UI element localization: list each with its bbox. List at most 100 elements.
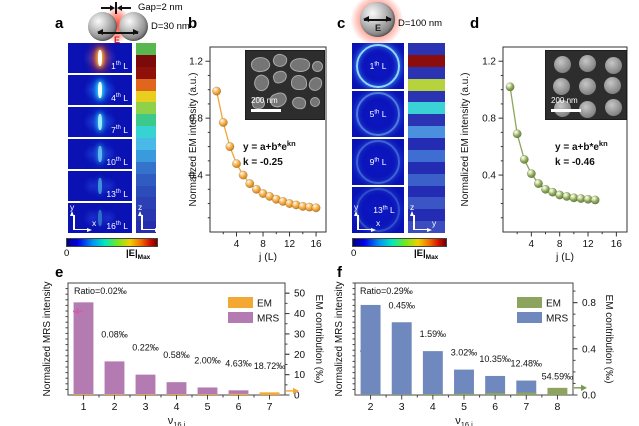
field-stripe xyxy=(136,66,156,79)
e-field-arrow-icon xyxy=(97,29,139,35)
fit-equation: y = a+b*ekn xyxy=(243,139,296,153)
x-tick-label: 12 xyxy=(284,239,296,250)
nanoparticle-dot xyxy=(579,101,596,118)
field-map-tile: 10th L xyxy=(68,139,132,169)
right-arrow-head xyxy=(293,387,299,395)
particle-ring xyxy=(356,188,400,232)
colorbar-max-pre: |E| xyxy=(414,248,426,259)
layer-label-part: 9 xyxy=(369,157,375,168)
nanoparticle-sphere xyxy=(119,12,148,41)
bar-chart: 0 10 20 30 40 50 1 2 3 4 5 6 7 ν16,i Normalized MRS in… xyxy=(42,281,324,426)
fit-equation-sup: kn xyxy=(599,139,608,148)
em-bar xyxy=(516,392,537,395)
x-tick-label: 16 xyxy=(310,239,322,250)
layer-label-part: L xyxy=(120,124,128,135)
x-tick-label: 16 xyxy=(611,239,623,250)
field-map-tile: 13th L xyxy=(68,171,132,201)
nanoparticle-blob xyxy=(307,75,324,93)
colorbar xyxy=(66,238,158,247)
axis-horizontal-line xyxy=(141,228,156,230)
right-tick-label: 0.8 xyxy=(582,298,596,309)
layer-label-part: L xyxy=(120,92,128,103)
layer-label: 1th L xyxy=(370,61,387,70)
field-map-tile: 5th L xyxy=(352,91,404,137)
x-category-label: 7 xyxy=(523,401,529,413)
data-point xyxy=(526,169,536,179)
x-axis-title-sub: 16,i xyxy=(461,420,473,426)
right-tick-label: 0.0 xyxy=(582,391,596,402)
panel-c-label: c xyxy=(337,15,346,32)
x-category-label: 5 xyxy=(461,401,467,413)
gap-hotspot xyxy=(98,82,102,98)
mrs-bar xyxy=(391,322,412,395)
panel-f-label: f xyxy=(337,264,342,281)
colorbar-max-label: |E|Max xyxy=(414,249,438,261)
diameter-label: D=100 nm xyxy=(398,18,443,29)
data-point xyxy=(311,203,321,213)
field-stripe xyxy=(136,221,156,233)
y-tick-label: 1.2 xyxy=(189,57,203,68)
axis-right-arrow-icon xyxy=(427,228,434,233)
left-arrow-head xyxy=(360,347,366,355)
y-tick-label: 0.8 xyxy=(189,114,203,125)
layer-label: 16th L xyxy=(106,221,128,230)
panel-e: e 0 10 20 30 40 50 1 2 3 4 5 6 7 ν16,i Normalized MRS … xyxy=(40,262,332,426)
field-stripe xyxy=(408,66,445,79)
bar-chart: 0.0 0.4 0.8 2 3 4 5 6 7 8 ν16,i Normalized MRS inte… xyxy=(334,281,614,426)
layer-label: 4th L xyxy=(111,93,128,102)
field-stripe xyxy=(408,138,445,150)
panel-e-label: e xyxy=(55,264,64,281)
data-point xyxy=(245,179,255,189)
right-tick-label: 10 xyxy=(294,370,306,381)
mrs-bar xyxy=(228,390,249,395)
gap-indicator-icon xyxy=(101,2,131,14)
layer-label-part: th xyxy=(115,156,121,163)
bar-ratio-label: 1.59‰ xyxy=(420,329,447,339)
x-category-label: 6 xyxy=(492,401,498,413)
scatter-plot: 0.4 0.8 1.2 4 8 12 16 j (L) Normalized EM intens… xyxy=(460,46,628,263)
field-stripe xyxy=(136,90,156,103)
layer-label-part: L xyxy=(120,60,128,71)
axis-horizontal-label: y xyxy=(432,217,437,228)
field-stripe xyxy=(136,54,156,67)
x-category-label: 6 xyxy=(236,401,242,413)
mrs-bar xyxy=(73,302,94,395)
field-stripe xyxy=(408,78,445,91)
nanoparticle-dot xyxy=(579,55,596,72)
layer-label-part: L xyxy=(120,188,128,199)
layer-label-part: th xyxy=(115,188,121,195)
layer-label-part: th xyxy=(374,157,380,164)
data-point xyxy=(590,195,600,205)
em-bar xyxy=(228,393,249,395)
gap-tick xyxy=(115,2,117,14)
axis-right-arrow-icon xyxy=(371,228,378,233)
sem-inset-image: 200 nm xyxy=(545,50,627,120)
y-tick-label: 0.8 xyxy=(482,114,496,125)
axis-horizontal-label: x xyxy=(376,217,381,228)
axis-horizontal-line xyxy=(73,228,88,230)
field-stripe xyxy=(136,173,156,186)
em-bar xyxy=(422,394,443,395)
bar-ratio-label: 2.00‰ xyxy=(194,355,221,365)
axis-horizontal-line xyxy=(413,228,428,230)
axis-vertical-line xyxy=(413,215,415,230)
field-stripe xyxy=(408,54,445,67)
data-point xyxy=(533,179,543,189)
mrs-bar xyxy=(166,382,187,395)
right-axis-title: EM contribution (‰) xyxy=(603,295,614,384)
mrs-bar xyxy=(104,361,125,395)
panel-d: d 0.4 0.8 1.2 4 8 12 16 j (L) Normalized EM inte… xyxy=(455,0,639,263)
e-field-label: E xyxy=(114,35,121,45)
field-stripe xyxy=(136,114,156,127)
x-category-label: 2 xyxy=(368,401,374,413)
field-stripe xyxy=(136,185,156,198)
nanoparticle-dot xyxy=(553,78,570,95)
em-bar xyxy=(104,394,125,395)
axis-up-arrow-icon xyxy=(70,209,75,216)
